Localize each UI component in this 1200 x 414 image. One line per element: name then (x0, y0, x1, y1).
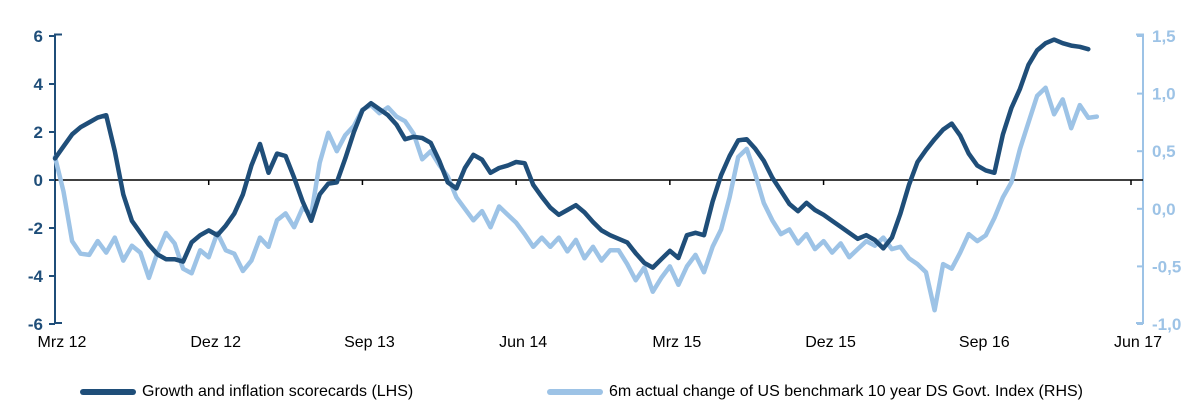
x-axis-label: Sep 13 (344, 334, 395, 351)
x-axis-label: Mrz 12 (38, 334, 87, 351)
left-axis-line (54, 33, 62, 324)
x-axis-label: Sep 16 (959, 334, 1010, 351)
right-axis-tick-label: 0,5 (1152, 142, 1176, 161)
right-axis-tick-label: 1,0 (1152, 85, 1176, 104)
left-axis-tick-label: 2 (34, 123, 43, 142)
right-axis-tick-label: 1,5 (1152, 27, 1176, 46)
x-axis-label: Jun 17 (1114, 334, 1162, 351)
x-axis-label: Jun 14 (499, 334, 547, 351)
left-axis-tick-label: 0 (34, 171, 43, 190)
left-axis-tick-label: 4 (34, 75, 44, 94)
lhs-series-swatch (80, 389, 136, 395)
x-axis-label: Dez 12 (190, 334, 241, 351)
left-axis-tick-label: -6 (28, 315, 43, 334)
x-axis-label: Dez 15 (805, 334, 856, 351)
right-axis-tick-label: -1,0 (1152, 315, 1181, 334)
lhs-series-line (52, 37, 1091, 270)
legend-label-lhs: Growth and inflation scorecards (LHS) (142, 383, 414, 400)
right-axis-line (1136, 33, 1144, 324)
chart-legend: Growth and inflation scorecards (LHS) 6m… (0, 380, 1200, 404)
left-axis-tick-label: 6 (34, 27, 43, 46)
left-axis-tick-label: -4 (28, 267, 44, 286)
rhs-series-line (52, 85, 1100, 313)
left-axis-tick-label: -2 (28, 219, 43, 238)
x-axis-label: Mrz 15 (652, 334, 701, 351)
legend-item-lhs: Growth and inflation scorecards (LHS) (80, 380, 413, 404)
legend-label-rhs: 6m actual change of US benchmark 10 year… (609, 383, 1083, 400)
right-axis-tick-label: 0,0 (1152, 200, 1176, 219)
legend-item-rhs: 6m actual change of US benchmark 10 year… (547, 380, 1083, 404)
rhs-series-swatch (547, 389, 603, 395)
right-axis-tick-label: -0,5 (1152, 257, 1181, 276)
